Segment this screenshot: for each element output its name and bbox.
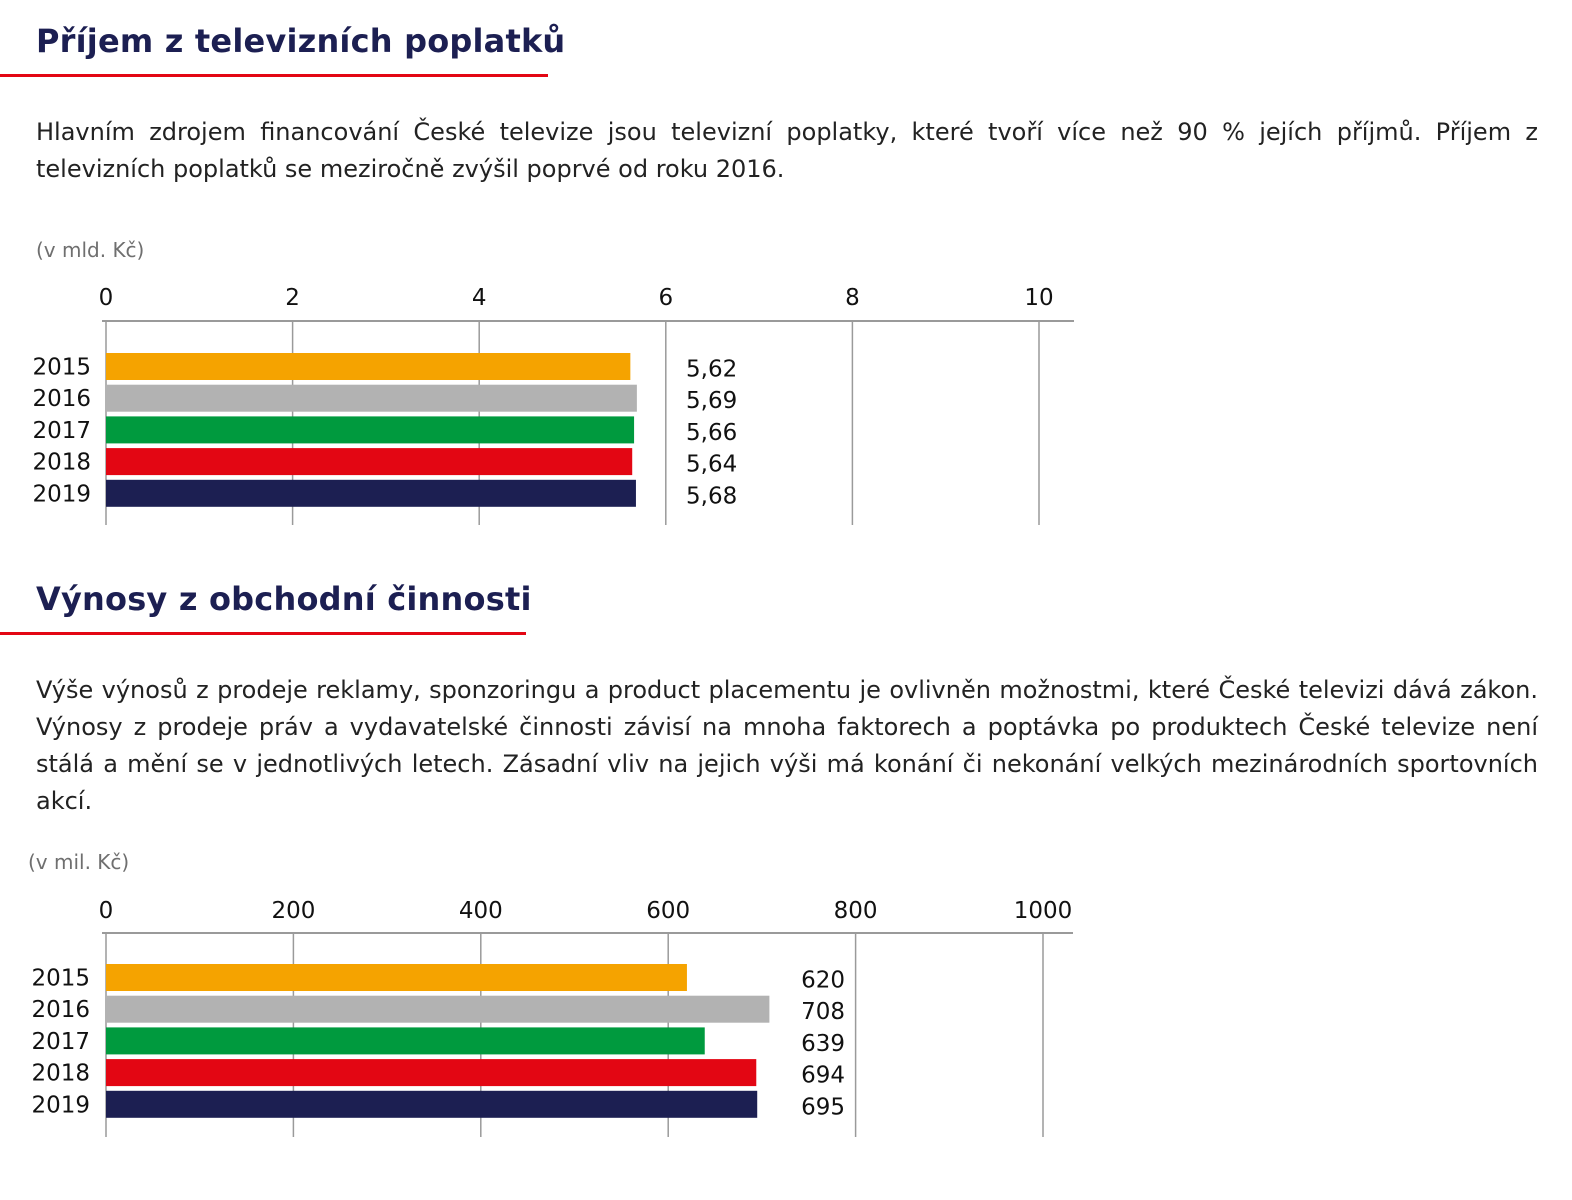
category-label-2019: 2019: [31, 1092, 90, 1118]
x-tick-label: 8: [845, 285, 860, 311]
x-tick-label: 400: [459, 898, 503, 924]
fees-bar-chart: 0 2 4 6 8 10 2015 5,62 2016 5,69 2017 5,66 2018 5,64 2…: [32, 285, 1074, 525]
bar-2015: [106, 353, 631, 380]
unit-label-commercial: (v mil. Kč): [28, 850, 130, 874]
x-tick-label: 600: [646, 898, 690, 924]
x-tick-label: 2: [285, 285, 300, 311]
category-label-2019: 2019: [32, 481, 91, 507]
category-label-2016: 2016: [32, 386, 91, 412]
x-tick-label: 1000: [1014, 898, 1073, 924]
x-tick-label: 6: [658, 285, 673, 311]
section-title-fees: Příjem z televizních poplatků: [36, 22, 566, 60]
category-label-2018: 2018: [32, 450, 91, 476]
bar-2018: [106, 448, 633, 476]
section-title-commercial: Výnosy z obchodní činnosti: [36, 580, 532, 618]
bar-2019: [106, 479, 636, 507]
value-label-2015: 5,62: [686, 357, 737, 383]
category-label-2017: 2017: [32, 418, 91, 444]
bar-2015: [106, 964, 687, 991]
bar-2017: [106, 1027, 705, 1055]
intro-commercial: Výše výnosů z prodeje reklamy, sponzorin…: [36, 676, 1538, 815]
value-label-2018: 694: [801, 1063, 845, 1089]
x-tick-label: 0: [99, 898, 114, 924]
value-label-2016: 708: [801, 999, 845, 1025]
x-tick-label: 200: [271, 898, 315, 924]
value-label-2016: 5,69: [686, 388, 737, 414]
value-label-2017: 5,66: [686, 420, 737, 446]
title-underline-commercial: [0, 632, 526, 635]
title-underline-fees: [0, 74, 548, 77]
category-label-2015: 2015: [32, 355, 91, 381]
x-tick-label: 4: [472, 285, 487, 311]
value-label-2019: 5,68: [686, 483, 737, 509]
x-tick-label: 10: [1024, 285, 1053, 311]
x-tick-label: 0: [99, 285, 114, 311]
value-label-2015: 620: [801, 968, 845, 994]
bar-2018: [106, 1059, 757, 1087]
bar-2019: [106, 1090, 758, 1118]
bar-2016: [106, 995, 770, 1023]
bar-2017: [106, 416, 635, 444]
category-label-2018: 2018: [31, 1061, 90, 1087]
unit-label-fees: (v mld. Kč): [36, 238, 145, 262]
bar-2016: [106, 384, 637, 412]
value-label-2018: 5,64: [686, 452, 737, 478]
intro-fees: Hlavním zdrojem financování České televi…: [36, 118, 1538, 183]
category-label-2017: 2017: [31, 1029, 90, 1055]
value-label-2019: 695: [801, 1094, 845, 1120]
category-label-2015: 2015: [31, 966, 90, 992]
category-label-2016: 2016: [31, 997, 90, 1023]
commercial-bar-chart: 0 200 400 600 800 1000 2015 620 2016 708 2017 639 20…: [31, 898, 1073, 1137]
x-tick-label: 800: [834, 898, 878, 924]
value-label-2017: 639: [801, 1031, 845, 1057]
